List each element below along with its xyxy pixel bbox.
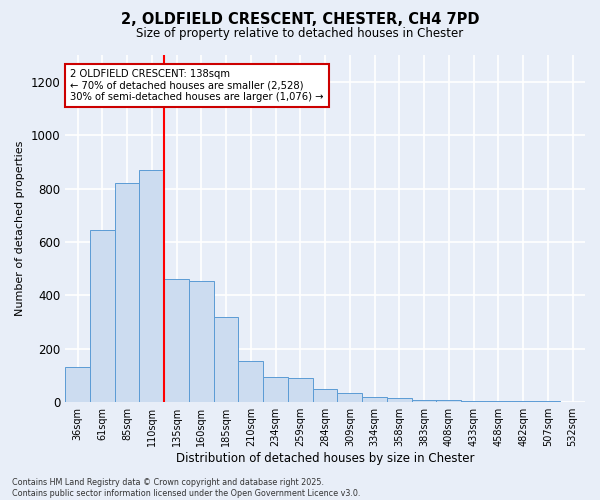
Bar [288,378,313,402]
Bar [337,393,362,402]
Bar [214,316,238,402]
Bar [362,397,387,402]
Bar [90,230,115,402]
Text: Contains HM Land Registry data © Crown copyright and database right 2025.
Contai: Contains HM Land Registry data © Crown c… [12,478,361,498]
Bar [115,183,139,402]
Bar [412,400,436,402]
Bar [164,280,189,402]
Bar [139,170,164,402]
Y-axis label: Number of detached properties: Number of detached properties [15,141,25,316]
Bar [313,389,337,402]
Bar [189,280,214,402]
Bar [387,398,412,402]
Bar [461,401,486,402]
Bar [65,368,90,402]
X-axis label: Distribution of detached houses by size in Chester: Distribution of detached houses by size … [176,452,475,465]
Bar [238,361,263,402]
Bar [263,377,288,402]
Text: 2 OLDFIELD CRESCENT: 138sqm
← 70% of detached houses are smaller (2,528)
30% of : 2 OLDFIELD CRESCENT: 138sqm ← 70% of det… [70,69,324,102]
Text: Size of property relative to detached houses in Chester: Size of property relative to detached ho… [136,28,464,40]
Text: 2, OLDFIELD CRESCENT, CHESTER, CH4 7PD: 2, OLDFIELD CRESCENT, CHESTER, CH4 7PD [121,12,479,28]
Bar [436,400,461,402]
